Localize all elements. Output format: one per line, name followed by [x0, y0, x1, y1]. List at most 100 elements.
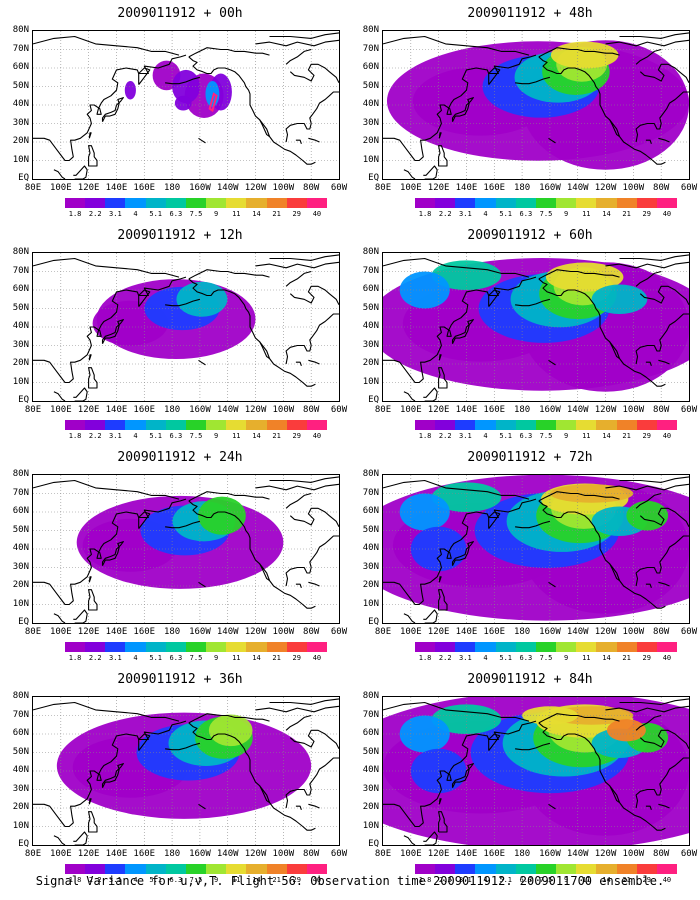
lat-tick-label: 70N [12, 709, 29, 720]
coastline [33, 701, 180, 722]
colorbar-label: 14 [602, 432, 611, 440]
lat-tick-label: 60N [12, 728, 29, 738]
colorbar-swatch [636, 642, 657, 652]
colorbar-swatch [206, 864, 227, 874]
coastline [269, 254, 339, 261]
coastline [619, 32, 689, 39]
colorbar-swatch [246, 420, 267, 430]
lat-tick-label: 70N [362, 487, 379, 498]
colorbar [415, 420, 678, 430]
lat-tick-label: 50N [12, 746, 29, 757]
coastline [285, 270, 312, 287]
lon-tick-label: 80W [653, 183, 670, 193]
coastline [515, 76, 551, 85]
lon-tick-label: 160E [133, 849, 156, 859]
colorbar-swatch [266, 864, 287, 874]
colorbar-swatch [435, 864, 456, 874]
coastline [619, 476, 689, 483]
variance-blob [431, 260, 502, 290]
colorbar-label: 4 [133, 432, 138, 440]
coastline [285, 757, 339, 809]
colorbar-swatch [85, 420, 106, 430]
lon-tick-label: 120W [594, 405, 617, 415]
shading-layer [76, 495, 284, 589]
gridlines [383, 697, 689, 845]
lat-tick-label: 70N [362, 43, 379, 54]
colorbar-swatch [266, 642, 287, 652]
coastline [635, 313, 689, 365]
shading-layer [386, 40, 689, 170]
coastline [438, 811, 448, 833]
lon-tick-label: 100E [399, 849, 422, 859]
lat-tick-label: 30N [362, 561, 379, 572]
colorbar-label: 5.1 [499, 654, 513, 662]
lat-tick-label: 80N [12, 691, 29, 701]
map-plot [32, 30, 340, 180]
colorbar-swatch [226, 642, 247, 652]
colorbar-swatch [85, 198, 106, 208]
coastline [488, 733, 501, 751]
colorbar-label: 6.3 [169, 876, 183, 884]
colorbar-label: 5.1 [499, 876, 513, 884]
coastline [165, 520, 201, 529]
lon-tick-label: 60W [330, 183, 348, 193]
colorbar-label: 21 [272, 654, 281, 662]
coastline [308, 137, 320, 143]
lon-tick-label: 140W [566, 627, 589, 637]
lon-tick-label: 140E [105, 849, 128, 859]
coastline [88, 811, 98, 833]
variance-blob [198, 496, 246, 535]
lon-tick-label: 100W [622, 405, 645, 415]
lon-tick-label: 160E [133, 627, 156, 637]
variance-blob [606, 719, 646, 742]
coastline [383, 498, 537, 606]
lon-tick-label: 60W [680, 183, 698, 193]
coastline [639, 729, 689, 750]
lon-tick-label: 160E [483, 183, 506, 193]
lon-tick-label: 100E [49, 405, 72, 415]
lon-tick-label: 120E [77, 627, 100, 637]
lat-tick-label: 80N [12, 469, 29, 479]
colorbar-label: 29 [642, 210, 651, 218]
colorbar-label: 1.8 [418, 654, 432, 662]
lon-tick-label: 180 [513, 183, 531, 193]
coastlines [33, 32, 339, 179]
lat-tick-label: EQ [368, 395, 379, 405]
colorbar-swatch [65, 420, 86, 430]
colorbar-label: 7.5 [189, 432, 203, 440]
coastline [53, 835, 66, 845]
forecast-panel: 2009011912 + 72h 80N 70N 60N 50N 40N 30N 20N 10N… [360, 444, 700, 664]
colorbar-swatch [105, 642, 126, 652]
coastline [88, 367, 98, 389]
colorbar-swatch [65, 864, 86, 874]
lon-tick-label: 140E [455, 849, 478, 859]
colorbar-swatch [165, 198, 186, 208]
lon-tick-label: 80E [24, 627, 42, 637]
coastlines [33, 698, 339, 845]
coastline [605, 39, 689, 47]
coastline [658, 581, 670, 587]
coastline [658, 359, 670, 365]
colorbar-label: 6.3 [519, 654, 533, 662]
colorbar-label: 7.5 [189, 654, 203, 662]
lat-tick-label: 30N [362, 783, 379, 794]
colorbar-label: 4 [133, 210, 138, 218]
coastline [138, 67, 151, 85]
colorbar-swatch [226, 198, 247, 208]
lat-tick-label: EQ [18, 395, 29, 405]
colorbar [415, 864, 678, 874]
coastline [285, 714, 312, 731]
colorbar-label: 11 [582, 432, 591, 440]
colorbar-label: 4 [483, 654, 488, 662]
coastline [289, 729, 339, 750]
lat-tick-label: EQ [368, 173, 379, 183]
coastline [53, 391, 66, 401]
colorbar-swatch [306, 642, 328, 652]
coastline [605, 261, 689, 269]
colorbar [65, 420, 328, 430]
lat-tick-label: 10N [362, 598, 379, 609]
lat-tick-label: 30N [362, 117, 379, 128]
coastline [538, 278, 666, 387]
colorbar-swatch [415, 420, 436, 430]
coastline [165, 76, 201, 85]
